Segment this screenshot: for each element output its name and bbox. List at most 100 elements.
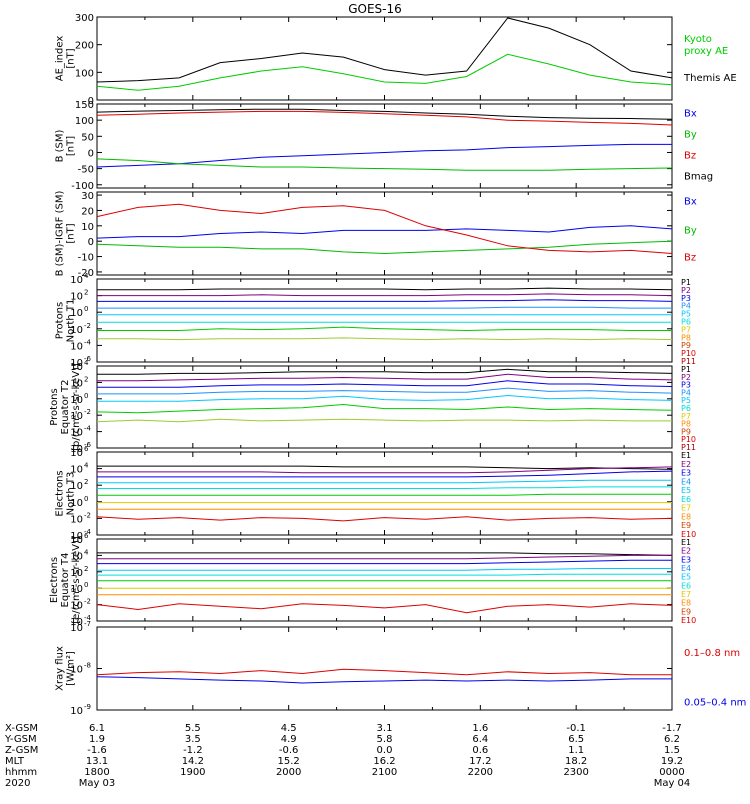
y-axis-label-line: [nT] [66, 136, 77, 156]
legend-entry: 0.1–0.8 nm [684, 648, 740, 659]
series-line-e3 [97, 470, 673, 478]
footer-value: 15.2 [278, 756, 300, 767]
y-tick-label: 30 [81, 191, 94, 202]
y-tick-label: 10 [70, 706, 83, 717]
channel-label: E2 [681, 547, 691, 556]
channel-label: P2 [681, 373, 691, 382]
footer-row-label: 2020 [5, 778, 30, 789]
footer-value: 5.8 [377, 734, 393, 745]
y-axis-label-line: Electrons [49, 557, 60, 603]
panel-b_sm: -100 -50 0 50 100 150 B (SM)[nT] Bx By Bz Bmag [55, 100, 714, 192]
y-axis-label: ProtonsEquator T2[p/(cm²-s-sr-keV)] [49, 363, 82, 451]
y-tick-label-exponent: -4 [84, 614, 92, 622]
y-tick-label-exponent: 2 [84, 289, 88, 297]
series-line-p1 [97, 287, 673, 291]
y-axis-label-line: B (SM)-IGRF (SM) [55, 191, 66, 277]
channel-label: P5 [681, 396, 691, 405]
y-tick-label: 10 [70, 378, 83, 389]
footer-value: 0000 [659, 767, 684, 778]
series-line-p3 [97, 299, 673, 302]
y-tick-label: 100 [75, 68, 94, 79]
channel-label: P10 [681, 349, 696, 358]
y-tick-label: 10 [70, 292, 83, 303]
plot-title: GOES-16 [348, 2, 402, 16]
series-line-e1 [97, 465, 673, 470]
channel-label: E1 [681, 538, 691, 547]
channel-label: P8 [681, 420, 691, 429]
series-line-p7 [96, 418, 672, 423]
y-tick-label: 10 [70, 465, 83, 476]
y-tick-label-exponent: -2 [84, 598, 91, 606]
channel-label: P4 [681, 302, 691, 311]
footer-value: 6.4 [472, 734, 488, 745]
footer-value: -0.6 [279, 745, 299, 756]
y-tick-label: 0 [88, 237, 94, 248]
y-tick-label: 200 [75, 41, 94, 52]
y-axis-label-line: Electrons [55, 470, 66, 516]
channel-label: E1 [681, 451, 691, 460]
channel-label: P6 [681, 318, 691, 327]
y-axis-label: ProtonsNorth T1 [55, 299, 77, 343]
y-tick-label-exponent: 4 [84, 548, 89, 556]
channel-label: E6 [681, 495, 691, 504]
footer-value: -1.2 [183, 745, 203, 756]
y-axis-label-line: Protons [49, 388, 60, 425]
footer-value: 19.2 [661, 756, 683, 767]
y-axis-label-line: Equator T4 [60, 553, 71, 608]
footer-value: May 03 [79, 778, 116, 789]
series-line-bz [96, 110, 673, 126]
y-tick-label-exponent: -2 [84, 408, 91, 416]
y-tick-label: -50 [78, 165, 94, 176]
y-tick-label: 10 [70, 448, 83, 459]
y-tick-label-exponent: 2 [84, 565, 88, 573]
y-axis-label: ElectronsEquator T4[e/(cm²-s-sr-keV)] [49, 536, 82, 624]
y-tick-label: -100 [71, 181, 94, 192]
panel-frame [96, 278, 673, 363]
y-axis-label-line: North T3 [66, 472, 77, 516]
y-tick-label: -20 [78, 268, 94, 279]
y-tick-label: 10 [70, 551, 83, 562]
series-line-p1 [97, 368, 673, 375]
y-tick-label-exponent: -2 [84, 322, 91, 330]
channel-label: P11 [681, 357, 696, 366]
footer-row-label: hhmm [5, 767, 37, 778]
footer-value: 3.5 [185, 734, 201, 745]
legend-entry: Kyoto [684, 34, 712, 45]
series-line-e5 [97, 486, 672, 489]
channel-label: P1 [681, 365, 691, 374]
y-tick-label: 50 [81, 132, 94, 143]
footer-value: -1.6 [87, 745, 107, 756]
channel-label: E2 [681, 460, 691, 469]
y-tick-label: 10 [70, 275, 83, 286]
y-tick-label: 10 [70, 531, 83, 542]
y-tick-label-exponent: 0 [84, 392, 88, 400]
y-tick-label: 10 [70, 481, 83, 492]
y-axis-label-line: [p/(cm²-s-sr-keV)] [71, 363, 82, 451]
footer-value: 2300 [563, 767, 588, 778]
panel-frame [96, 626, 673, 711]
y-tick-label-exponent: 4 [84, 462, 89, 470]
y-tick-label: -10 [78, 253, 94, 264]
y-tick-label: 100 [75, 116, 94, 127]
series-line-e9 [96, 603, 673, 614]
footer-row-label: MLT [5, 756, 25, 767]
panel-frame [96, 451, 673, 536]
channel-label: P9 [681, 341, 691, 350]
channel-label: P7 [681, 325, 691, 334]
y-tick-label-exponent: 0 [84, 305, 88, 313]
y-tick-label-exponent: -8 [84, 662, 91, 670]
channel-label: E10 [681, 530, 696, 539]
y-tick-label: 10 [70, 395, 83, 406]
channel-label: E5 [681, 486, 691, 495]
y-tick-label: 10 [70, 325, 83, 336]
series-line-by [96, 158, 673, 171]
series-line-e6 [97, 493, 672, 496]
footer-value: 2000 [276, 767, 301, 778]
series-line-p2 [97, 373, 673, 382]
series-line-by [96, 240, 673, 255]
footer-value: -1.7 [662, 723, 682, 734]
y-axis-label-line: Equator T2 [60, 380, 71, 435]
